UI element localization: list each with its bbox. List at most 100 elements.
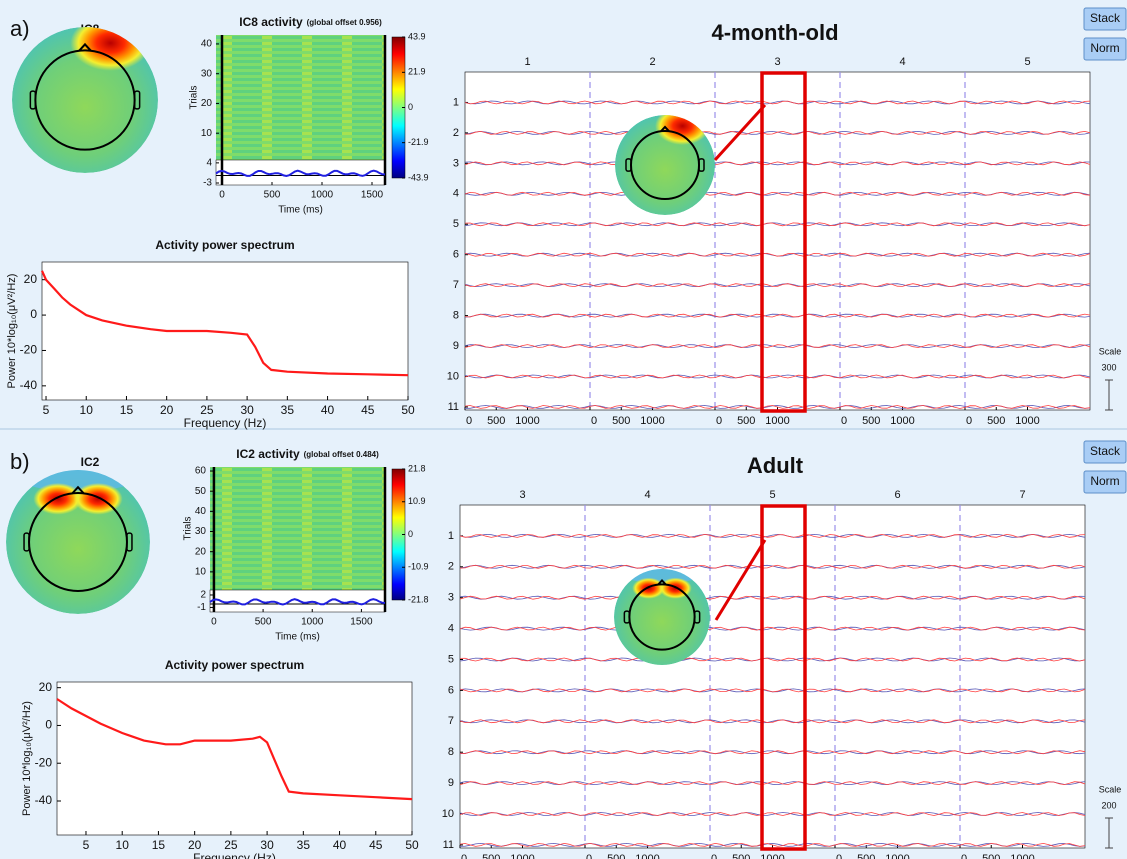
x-tick-label: 40	[321, 403, 335, 417]
trace-tick-label: 4	[206, 158, 212, 169]
eeg-trace	[464, 222, 1091, 227]
x-tick-label: 50	[401, 403, 415, 417]
ear	[625, 158, 632, 172]
x-tick-label: 15	[120, 403, 134, 417]
x-tick-label: 10	[116, 838, 130, 852]
button[interactable]	[1083, 440, 1127, 464]
x-tick-label: 45	[369, 838, 383, 852]
button[interactable]	[1083, 470, 1127, 494]
button[interactable]	[1083, 37, 1127, 61]
eeg-trace	[464, 252, 1091, 257]
x-axis-label: Frequency (Hz)	[184, 416, 267, 430]
y-tick-label: 40	[201, 39, 213, 50]
panel-label: a)	[10, 16, 30, 41]
trace-area	[215, 159, 386, 186]
y-tick-label: 10	[201, 128, 213, 139]
x-tick-label: 500	[982, 853, 1000, 859]
eeg-trace	[459, 657, 1086, 662]
colorbar-tick-label: 0	[408, 529, 413, 539]
x-tick-label: 1500	[361, 190, 384, 201]
x-tick-label: 1000	[765, 415, 789, 427]
eeg-trace	[465, 405, 1091, 409]
x-tick-label: 10	[80, 403, 94, 417]
y-tick-label: -40	[35, 793, 53, 807]
channel-label: 10	[442, 808, 454, 820]
eeg-trace	[459, 812, 1086, 816]
scale-label: Scale	[1099, 346, 1122, 356]
button-label[interactable]: Stack	[1090, 444, 1121, 458]
button[interactable]	[1083, 7, 1127, 31]
channel-label: 3	[453, 157, 459, 169]
spectrum-line	[40, 270, 409, 377]
button-label[interactable]: Stack	[1090, 11, 1121, 25]
button-label[interactable]: Norm	[1090, 41, 1119, 55]
ear	[126, 532, 133, 552]
eeg-trace	[464, 374, 1091, 379]
eeg-trace	[464, 283, 1091, 288]
x-tick-label: 45	[361, 403, 375, 417]
channel-label: 6	[453, 249, 459, 261]
x-tick-label: 0	[586, 853, 592, 859]
channel-label: 4	[453, 188, 459, 200]
x-tick-label: 1000	[301, 617, 324, 628]
colorbar-tick-label: 43.9	[408, 31, 426, 41]
x-tick-label: 0	[466, 415, 472, 427]
x-axis-label: Time (ms)	[275, 632, 320, 643]
channel-label: 9	[453, 340, 459, 352]
ear	[698, 158, 705, 172]
topo-hotspot	[33, 482, 83, 515]
x-tick-label: 1000	[640, 415, 664, 427]
y-tick-label: 20	[39, 680, 53, 694]
eeg-trace	[464, 283, 1091, 288]
channel-label: 9	[448, 777, 454, 789]
eeg-trace	[464, 100, 1091, 105]
eeg-trace	[459, 688, 1086, 693]
eeg-trace	[459, 533, 1086, 538]
plot-area	[41, 261, 409, 401]
x-tick-label: 0	[211, 617, 217, 628]
colorbar-tick-label: -43.9	[408, 172, 429, 182]
x-tick-label: 0	[716, 415, 722, 427]
y-tick-label: 0	[30, 307, 37, 321]
eeg-trace	[464, 100, 1091, 105]
x-tick-label: 50	[405, 838, 419, 852]
channel-label: 10	[447, 370, 459, 382]
x-tick-label: 0	[841, 415, 847, 427]
y-tick-label: 50	[195, 486, 207, 497]
colorbar-tick-label: 0	[408, 102, 413, 112]
channel-label: 5	[453, 218, 459, 230]
button-label[interactable]: Norm	[1090, 474, 1119, 488]
x-tick-label: 500	[857, 853, 875, 859]
channel-label: 4	[448, 623, 454, 635]
y-tick-label: -20	[20, 343, 38, 357]
eeg-trace	[464, 313, 1091, 318]
x-tick-label: 0	[461, 853, 467, 859]
eeg-trace	[459, 564, 1086, 569]
trace	[209, 598, 386, 606]
y-tick-label: 30	[195, 526, 207, 537]
eeg-trace	[459, 750, 1086, 755]
chart-title: Activity power spectrum	[155, 238, 294, 252]
eeg-trace	[459, 657, 1086, 662]
channel-label: 5	[448, 653, 454, 665]
erp-title-main: IC8 activity	[239, 15, 303, 29]
topomap	[6, 470, 150, 614]
epoch-label: 6	[894, 489, 900, 501]
colorbar-tick-label: -21.8	[408, 594, 429, 604]
plot-area	[464, 71, 1091, 411]
epoch-label: 1	[524, 56, 530, 68]
x-tick-label: 500	[487, 415, 505, 427]
colorbar-tick-label: -21.9	[408, 137, 429, 147]
x-tick-label: 20	[160, 403, 174, 417]
spectrum-line	[56, 698, 413, 801]
erp-image	[210, 467, 385, 590]
component-title: IC2	[81, 455, 100, 469]
channel-label: 11	[443, 839, 454, 851]
ear	[623, 610, 631, 624]
colorbar-tick-label: 10.9	[408, 496, 426, 506]
y-tick-label: 40	[195, 506, 207, 517]
eeg-trace	[464, 191, 1091, 196]
channel-label: 2	[448, 561, 454, 573]
x-tick-label: 1000	[311, 190, 334, 201]
